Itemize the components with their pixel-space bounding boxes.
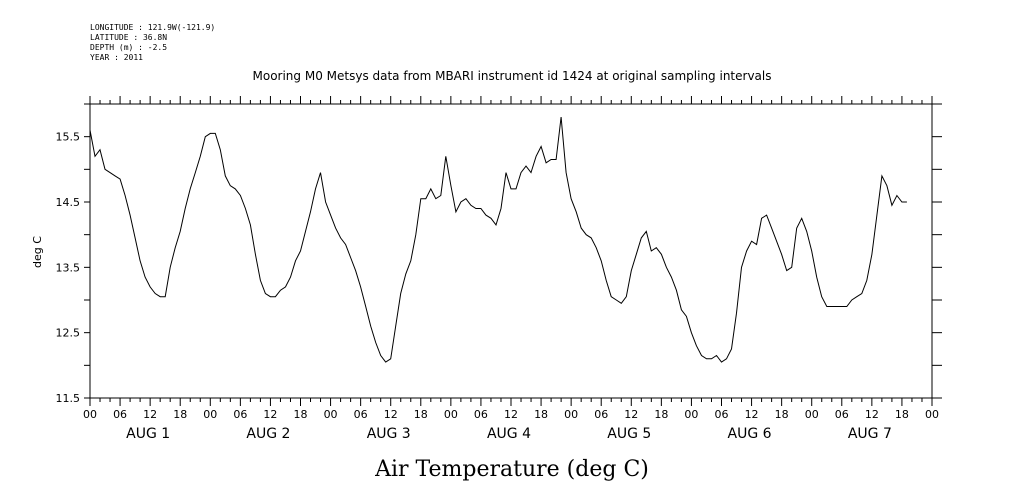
- longitude-text: LONGITUDE : 121.9W(-121.9): [90, 23, 215, 32]
- x-tick-label: 18: [294, 408, 308, 421]
- x-tick-label: 06: [594, 408, 608, 421]
- x-tick-label: 06: [835, 408, 849, 421]
- x-tick-label: 00: [324, 408, 338, 421]
- x-tick-label: 12: [865, 408, 879, 421]
- x-tick-labels: 00 06 12 18 00 06 12 18 00 06 12 18 00 06 12 18 00 06 12 18…: [83, 408, 939, 421]
- x-axis-title: Air Temperature (deg C): [374, 457, 649, 482]
- year-text: YEAR : 2011: [90, 53, 143, 62]
- x-tick-label: 18: [414, 408, 428, 421]
- x-tick-label: 06: [354, 408, 368, 421]
- x-tick-label: 06: [233, 408, 247, 421]
- y-tick-label: 14.5: [56, 196, 81, 209]
- day-label: AUG 6: [728, 426, 772, 442]
- y-tick-label: 13.5: [56, 261, 81, 274]
- day-label: AUG 1: [126, 426, 170, 442]
- x-tick-label: 00: [684, 408, 698, 421]
- day-label: AUG 4: [487, 426, 531, 442]
- x-tick-label: 00: [203, 408, 217, 421]
- axis-ticks: [84, 96, 942, 406]
- latitude-text: LATITUDE : 36.8N: [90, 33, 167, 42]
- x-tick-label: 00: [925, 408, 939, 421]
- day-labels: AUG 1 AUG 2 AUG 3 AUG 4 AUG 5 AUG 6 AUG 7: [126, 426, 892, 442]
- y-tick-label: 11.5: [56, 392, 81, 405]
- day-label: AUG 3: [367, 426, 411, 442]
- day-label: AUG 2: [246, 426, 290, 442]
- y-tick-label: 12.5: [56, 327, 81, 340]
- x-tick-label: 18: [173, 408, 187, 421]
- chart-title: Mooring M0 Metsys data from MBARI instru…: [253, 69, 772, 83]
- x-tick-label: 00: [444, 408, 458, 421]
- x-tick-label: 18: [654, 408, 668, 421]
- plot-frame: [89, 103, 933, 399]
- day-label: AUG 5: [607, 426, 651, 442]
- metadata-block: LONGITUDE : 121.9W(-121.9) LATITUDE : 36…: [90, 23, 215, 62]
- x-tick-label: 18: [895, 408, 909, 421]
- x-tick-label: 00: [805, 408, 819, 421]
- x-tick-label: 18: [534, 408, 548, 421]
- x-tick-label: 06: [113, 408, 127, 421]
- x-tick-label: 12: [745, 408, 759, 421]
- x-tick-label: 12: [143, 408, 157, 421]
- x-tick-label: 00: [83, 408, 97, 421]
- x-tick-label: 12: [504, 408, 518, 421]
- x-tick-label: 12: [384, 408, 398, 421]
- x-tick-label: 12: [263, 408, 277, 421]
- x-tick-label: 18: [775, 408, 789, 421]
- y-tick-label: 15.5: [56, 131, 81, 144]
- depth-text: DEPTH (m) : -2.5: [90, 43, 167, 52]
- series-line-air-temperature: [89, 117, 907, 363]
- x-tick-label: 06: [474, 408, 488, 421]
- x-tick-label: 00: [564, 408, 578, 421]
- y-tick-labels: 11.5 12.5 13.5 14.5 15.5: [56, 131, 81, 405]
- x-tick-label: 12: [624, 408, 638, 421]
- x-tick-label: 06: [715, 408, 729, 421]
- y-axis-label: deg C: [31, 236, 44, 268]
- day-label: AUG 7: [848, 426, 892, 442]
